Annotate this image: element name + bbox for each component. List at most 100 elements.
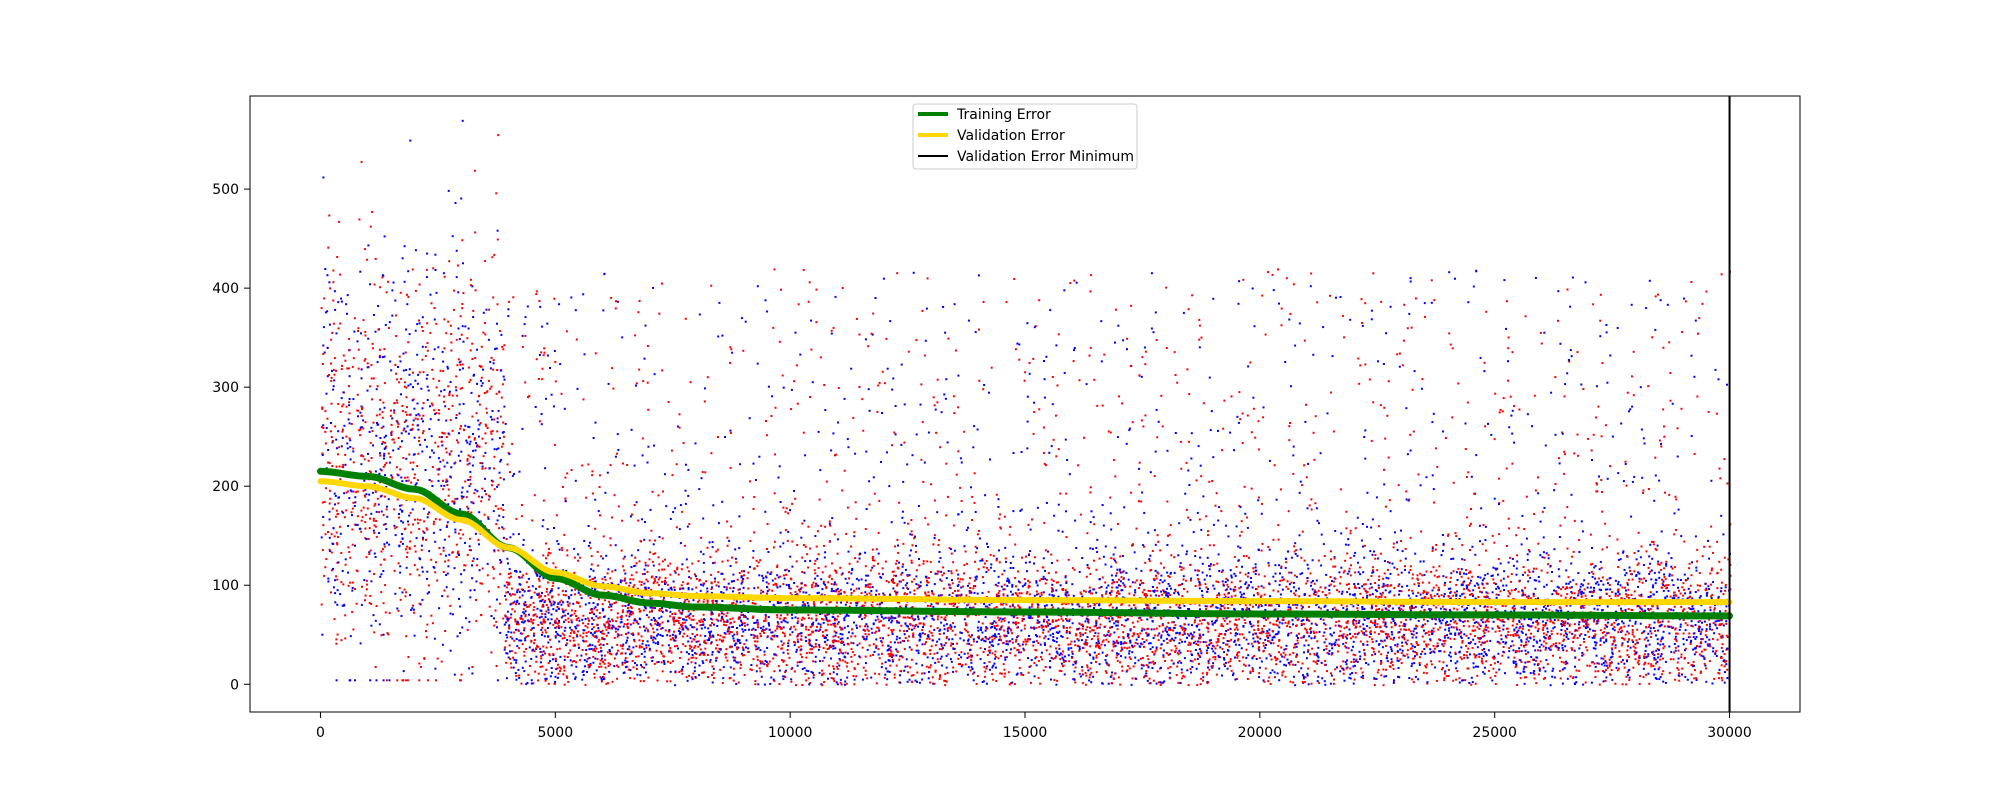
scatter-point: [976, 675, 979, 678]
scatter-point: [946, 495, 949, 498]
scatter-point: [350, 511, 353, 514]
scatter-point: [635, 664, 638, 667]
scatter-point: [887, 581, 890, 584]
scatter-point: [1391, 562, 1394, 565]
scatter-point: [357, 330, 359, 332]
scatter-point: [1149, 471, 1152, 474]
scatter-point: [332, 388, 335, 391]
scatter-point: [826, 613, 829, 616]
scatter-point: [544, 679, 547, 682]
scatter-point: [1720, 581, 1723, 584]
scatter-point: [1709, 609, 1712, 612]
scatter-point: [324, 442, 327, 445]
scatter-point: [1044, 582, 1047, 585]
scatter-point: [687, 658, 690, 661]
scatter-point: [501, 431, 504, 434]
scatter-point: [1346, 620, 1349, 623]
scatter-point: [1630, 594, 1633, 597]
scatter-point: [1421, 635, 1424, 638]
scatter-point: [486, 390, 489, 393]
scatter-point: [333, 379, 336, 382]
scatter-point: [624, 572, 627, 575]
scatter-point: [1493, 662, 1496, 665]
scatter-point: [1317, 606, 1320, 609]
scatter-point: [688, 576, 691, 579]
scatter-point: [606, 471, 609, 474]
scatter-point: [1230, 595, 1233, 598]
scatter-point: [1044, 569, 1046, 572]
scatter-point: [919, 622, 922, 625]
scatter-point: [556, 676, 559, 679]
scatter-point: [672, 620, 675, 623]
scatter-point: [1364, 590, 1367, 593]
scatter-point: [939, 557, 942, 559]
scatter-point: [835, 571, 838, 574]
scatter-point: [354, 501, 357, 504]
scatter-point: [672, 511, 675, 513]
scatter-point: [412, 604, 414, 607]
scatter-point: [1540, 643, 1543, 646]
scatter-point: [323, 351, 326, 354]
scatter-point: [1198, 318, 1201, 321]
scatter-point: [1592, 572, 1595, 575]
scatter-point: [1402, 635, 1405, 638]
scatter-point: [945, 666, 948, 669]
scatter-point: [995, 606, 998, 608]
scatter-point: [1096, 627, 1099, 630]
scatter-point: [332, 281, 335, 284]
scatter-point: [920, 458, 923, 461]
scatter-point: [826, 648, 829, 650]
scatter-point: [1134, 641, 1137, 644]
scatter-point: [1362, 545, 1364, 548]
scatter-point: [1344, 641, 1347, 644]
scatter-point: [1267, 271, 1269, 274]
scatter-point: [731, 635, 734, 638]
scatter-point: [1201, 619, 1204, 621]
scatter-point: [1601, 631, 1604, 634]
scatter-point: [1453, 591, 1456, 594]
scatter-point: [1162, 656, 1165, 659]
scatter-point: [1199, 464, 1202, 467]
scatter-point: [1321, 591, 1324, 593]
scatter-point: [1515, 534, 1518, 537]
scatter-point: [926, 637, 929, 640]
scatter-point: [1142, 544, 1145, 547]
scatter-point: [1669, 658, 1672, 661]
scatter-point: [972, 672, 975, 675]
scatter-point: [549, 367, 551, 369]
scatter-point: [1111, 649, 1114, 652]
scatter-point: [890, 655, 893, 658]
scatter-point: [936, 511, 939, 514]
scatter-point: [1301, 484, 1304, 487]
scatter-point: [484, 467, 487, 470]
scatter-point: [491, 566, 494, 569]
scatter-point: [752, 508, 755, 510]
scatter-point: [1659, 655, 1662, 658]
scatter-point: [644, 671, 647, 674]
scatter-point: [1623, 638, 1626, 641]
scatter-point: [568, 602, 571, 605]
scatter-point: [1151, 667, 1154, 669]
scatter-point: [724, 436, 726, 438]
scatter-point: [796, 544, 799, 546]
scatter-point: [647, 587, 650, 589]
scatter-point: [426, 374, 429, 376]
scatter-point: [1623, 662, 1626, 665]
scatter-point: [732, 573, 735, 576]
scatter-point: [826, 639, 829, 642]
scatter-point: [1684, 649, 1686, 652]
scatter-point: [1383, 624, 1386, 627]
scatter-point: [1648, 623, 1651, 626]
scatter-point: [1479, 624, 1482, 627]
scatter-point: [1073, 660, 1076, 663]
scatter-point: [624, 577, 627, 580]
scatter-point: [543, 673, 546, 676]
scatter-point: [661, 369, 664, 372]
scatter-point: [576, 624, 579, 627]
scatter-point: [1361, 608, 1364, 611]
scatter-point: [1074, 662, 1077, 665]
scatter-point: [491, 438, 494, 441]
scatter-point: [1410, 643, 1413, 645]
scatter-point: [1556, 632, 1559, 635]
scatter-point: [524, 615, 527, 618]
